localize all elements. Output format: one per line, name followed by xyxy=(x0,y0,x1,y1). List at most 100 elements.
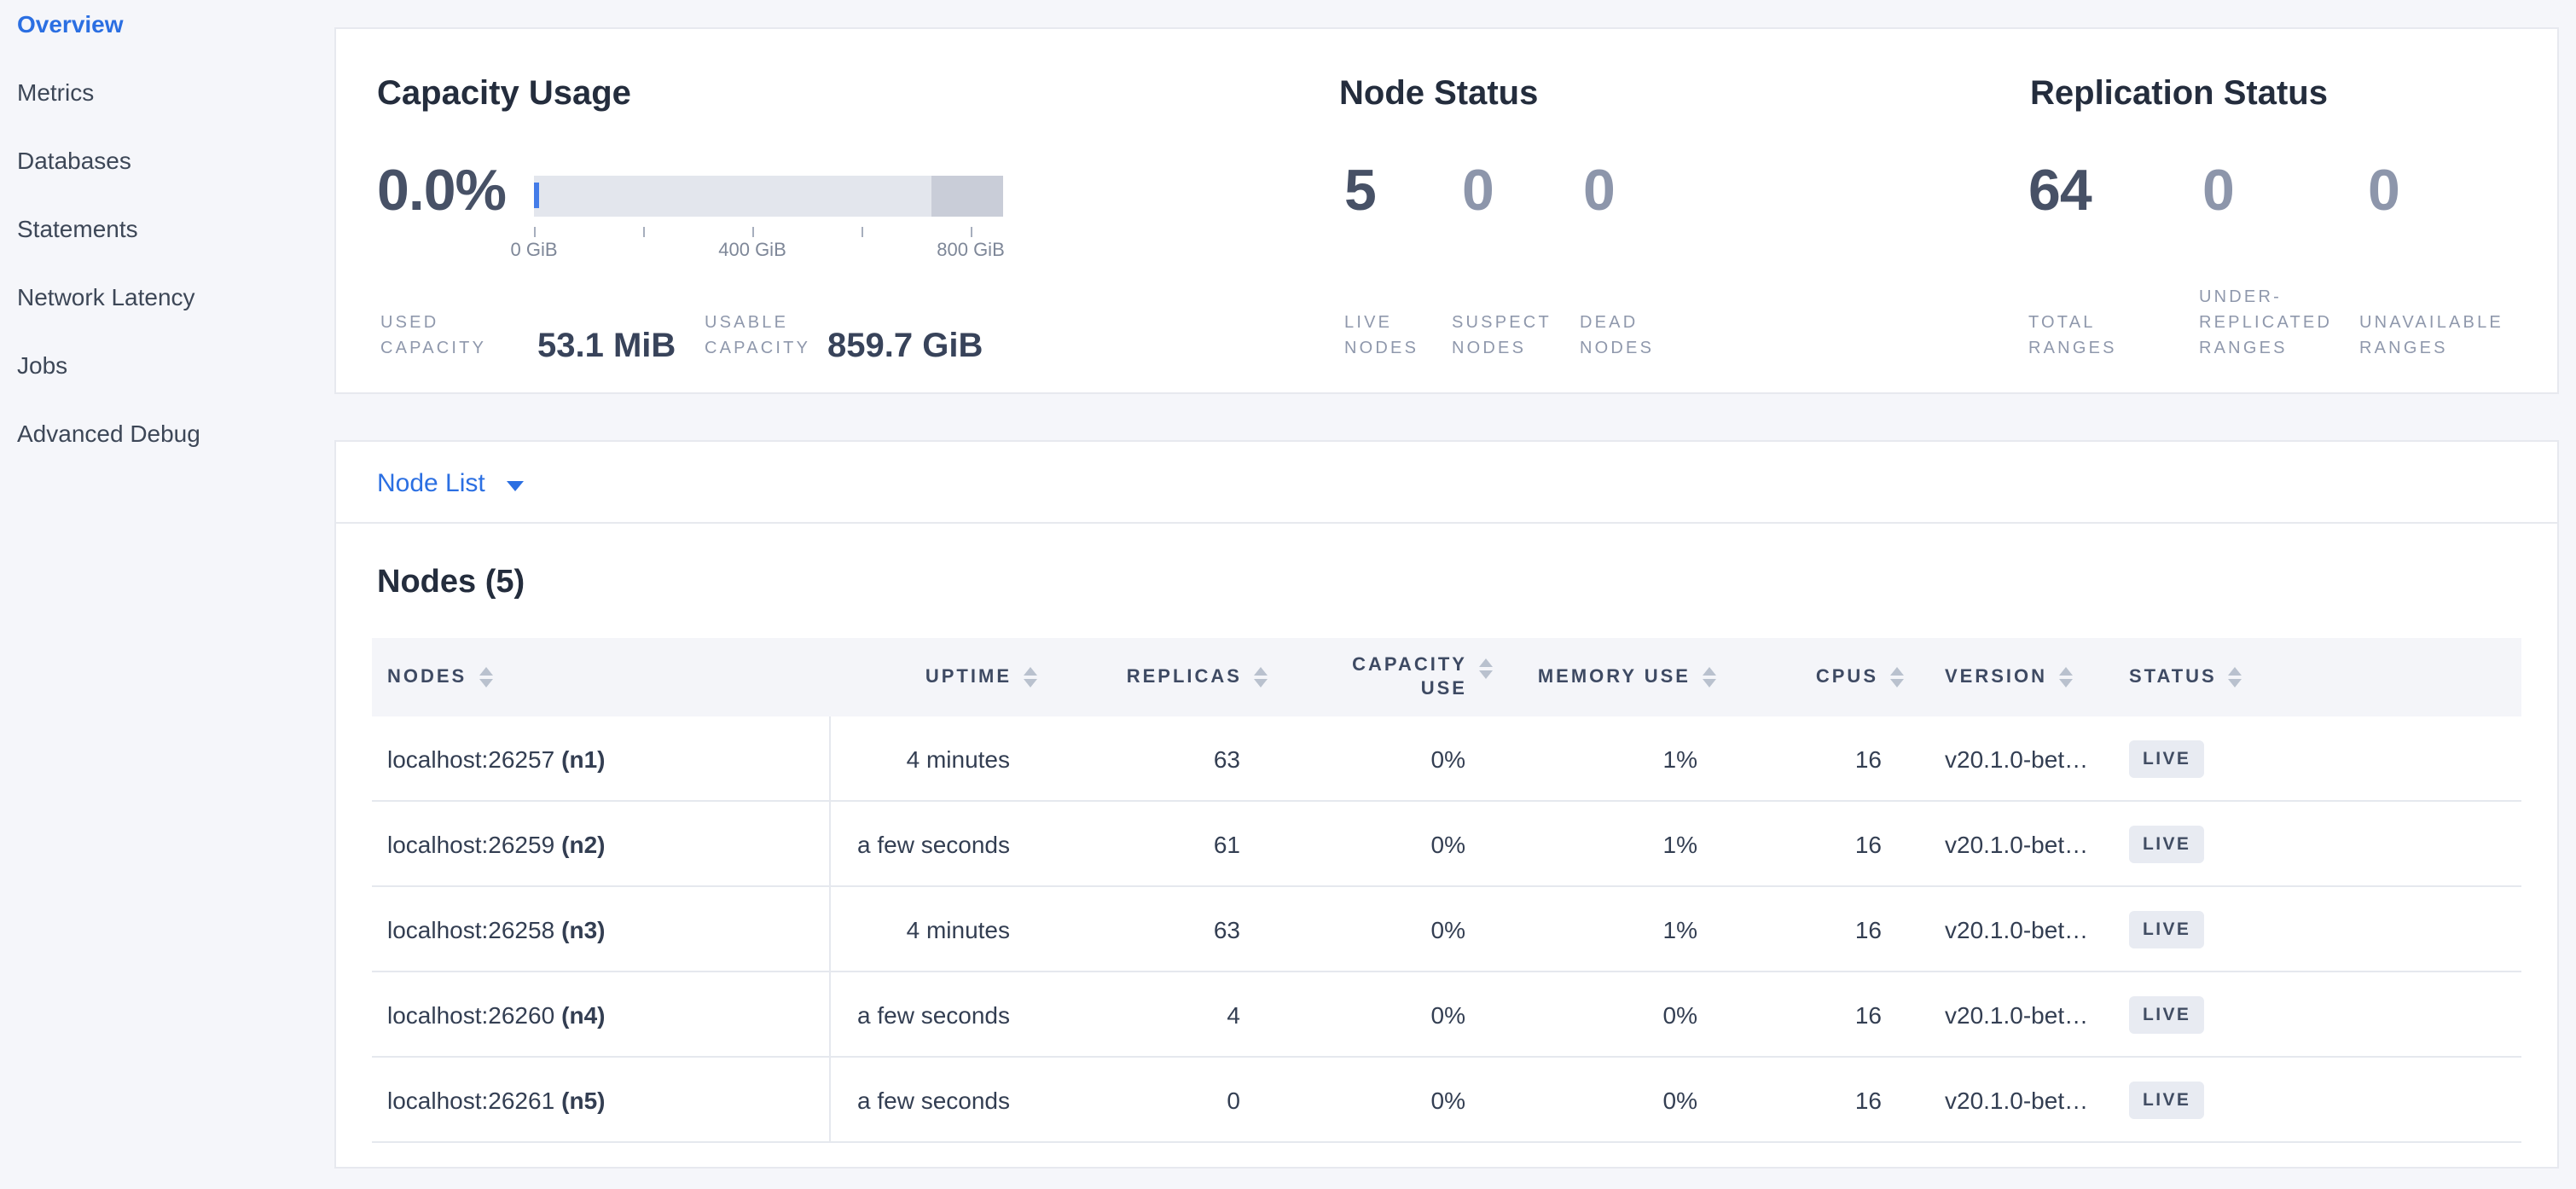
cpus-cell: 16 xyxy=(1716,972,1904,1058)
column-label: UPTIME xyxy=(925,667,1012,687)
node-list-dropdown[interactable]: Node List xyxy=(377,469,525,498)
total-ranges-label: TOTAL RANGES xyxy=(2028,314,2117,358)
table-row-n1[interactable]: localhost:26257 (n1) 4 minutes 63 0% 1% 1… xyxy=(372,716,2521,802)
node-address[interactable]: localhost:26260 xyxy=(387,1000,555,1028)
uptime-cell: 4 minutes xyxy=(829,886,1051,972)
sort-arrows-icon xyxy=(1254,667,1268,687)
table-row-n3[interactable]: localhost:26258 (n3) 4 minutes 63 0% 1% 1… xyxy=(372,886,2521,972)
sort-arrows-icon xyxy=(1024,667,1037,687)
sidebar-item-network-latency[interactable]: Network Latency xyxy=(17,283,195,310)
node-id: (n2) xyxy=(561,830,606,857)
capacity-use-cell: 0% xyxy=(1273,1057,1494,1143)
column-label: VERSION xyxy=(1945,667,2048,687)
used-capacity-label: USED CAPACITY xyxy=(380,314,487,358)
replicas-cell: 63 xyxy=(1051,716,1273,802)
unavailable-ranges-count: 0 xyxy=(2368,159,2400,223)
axis-label-400gib: 400 GiB xyxy=(718,241,786,261)
node-address[interactable]: localhost:26258 xyxy=(387,915,555,942)
view-selector-row: Node List xyxy=(336,442,2557,524)
axis-tick xyxy=(971,227,972,237)
node-id: (n3) xyxy=(561,915,606,942)
nodes-table-title: Nodes (5) xyxy=(377,565,525,600)
nodes-table: NODES UPTIME REPLICAS CAPACITY USE MEMOR xyxy=(372,638,2521,1143)
memory-use-cell: 0% xyxy=(1494,972,1716,1058)
suspect-nodes-label: SUSPECT NODES xyxy=(1452,314,1552,358)
sidebar-item-advanced-debug[interactable]: Advanced Debug xyxy=(17,420,200,447)
capacity-use-cell: 0% xyxy=(1273,716,1494,802)
uptime-cell: a few seconds xyxy=(829,1057,1051,1143)
capacity-use-cell: 0% xyxy=(1273,886,1494,972)
replicas-cell: 4 xyxy=(1051,972,1273,1058)
node-id: (n4) xyxy=(561,1000,606,1028)
used-capacity-marker xyxy=(534,183,539,208)
column-header-capacity-use[interactable]: CAPACITY USE xyxy=(1273,638,1494,716)
column-header-uptime[interactable]: UPTIME xyxy=(829,638,1051,716)
column-header-replicas[interactable]: REPLICAS xyxy=(1051,638,1273,716)
column-header-cpus[interactable]: CPUS xyxy=(1716,638,1904,716)
column-header-nodes[interactable]: NODES xyxy=(372,638,829,716)
uptime-cell: a few seconds xyxy=(829,972,1051,1058)
axis-tick xyxy=(534,227,536,237)
table-row-n2[interactable]: localhost:26259 (n2) a few seconds 61 0% … xyxy=(372,801,2521,887)
status-badge: LIVE xyxy=(2129,910,2205,948)
sort-arrows-icon xyxy=(479,667,493,687)
uptime-cell: a few seconds xyxy=(829,801,1051,887)
sidebar-item-databases[interactable]: Databases xyxy=(17,147,131,174)
unavailable-ranges-label: UNAVAILABLE RANGES xyxy=(2359,314,2503,358)
status-badge: LIVE xyxy=(2129,995,2205,1033)
replicas-cell: 61 xyxy=(1051,801,1273,887)
capacity-use-cell: 0% xyxy=(1273,801,1494,887)
axis-label-0gib: 0 GiB xyxy=(510,241,558,261)
capacity-usage-gauge: 0 GiB 400 GiB 800 GiB xyxy=(510,176,1005,261)
table-row-n4[interactable]: localhost:26260 (n4) a few seconds 4 0% 0… xyxy=(372,972,2521,1058)
capacity-usage-percent: 0.0% xyxy=(377,159,507,223)
sidebar-item-metrics[interactable]: Metrics xyxy=(17,78,95,106)
column-label: CAPACITY USE xyxy=(1352,655,1467,699)
column-header-memory-use[interactable]: MEMORY USE xyxy=(1494,638,1716,716)
cluster-summary-panel: Capacity Usage 0.0% 0 GiB 400 GiB 800 Gi… xyxy=(334,27,2559,394)
version-cell: v20.1.0-bet… xyxy=(1904,801,2109,887)
axis-label-800gib: 800 GiB xyxy=(937,241,1005,261)
usable-capacity-label: USABLE CAPACITY xyxy=(705,314,811,358)
sort-arrows-icon xyxy=(1703,667,1716,687)
replicas-cell: 63 xyxy=(1051,886,1273,972)
chevron-down-icon xyxy=(507,480,525,490)
column-label: REPLICAS xyxy=(1126,667,1242,687)
sidebar-item-overview[interactable]: Overview xyxy=(17,10,124,38)
replication-status-title: Replication Status xyxy=(2030,75,2328,113)
node-status-title: Node Status xyxy=(1339,75,1539,113)
sort-arrows-icon xyxy=(2059,667,2074,687)
cpus-cell: 16 xyxy=(1716,886,1904,972)
table-row-n5[interactable]: localhost:26261 (n5) a few seconds 0 0% 0… xyxy=(372,1057,2521,1143)
cpus-cell: 16 xyxy=(1716,801,1904,887)
sort-arrows-icon xyxy=(2228,667,2242,687)
version-cell: v20.1.0-bet… xyxy=(1904,1057,2109,1143)
sidebar-nav-list: Overview Metrics Databases Statements Ne… xyxy=(0,0,334,467)
axis-tick xyxy=(752,227,754,237)
usable-capacity-value: 859.7 GiB xyxy=(827,328,983,365)
sidebar-item-statements[interactable]: Statements xyxy=(17,215,138,242)
node-list-panel: Node List Nodes (5) NODES UPTIM xyxy=(334,440,2559,1169)
sidebar: Overview Metrics Databases Statements Ne… xyxy=(0,0,334,1189)
node-address[interactable]: localhost:26261 xyxy=(387,1086,555,1113)
status-badge: LIVE xyxy=(2129,1081,2205,1118)
version-cell: v20.1.0-bet… xyxy=(1904,886,2109,972)
status-badge: LIVE xyxy=(2129,825,2205,862)
memory-use-cell: 1% xyxy=(1494,801,1716,887)
used-capacity-value: 53.1 MiB xyxy=(537,328,676,365)
node-address[interactable]: localhost:26259 xyxy=(387,830,555,857)
column-header-version[interactable]: VERSION xyxy=(1904,638,2109,716)
column-label: STATUS xyxy=(2129,667,2217,687)
sidebar-item-jobs[interactable]: Jobs xyxy=(17,351,68,379)
column-header-status[interactable]: STATUS xyxy=(2109,638,2521,716)
under-replicated-ranges-count: 0 xyxy=(2202,159,2235,223)
memory-use-cell: 0% xyxy=(1494,1057,1716,1143)
sort-arrows-icon xyxy=(1479,658,1493,679)
replicas-cell: 0 xyxy=(1051,1057,1273,1143)
column-label: CPUS xyxy=(1815,667,1878,687)
node-address[interactable]: localhost:26257 xyxy=(387,745,555,772)
suspect-nodes-count: 0 xyxy=(1462,159,1494,223)
column-label: NODES xyxy=(387,667,467,687)
table-header-row: NODES UPTIME REPLICAS CAPACITY USE MEMOR xyxy=(372,638,2521,716)
